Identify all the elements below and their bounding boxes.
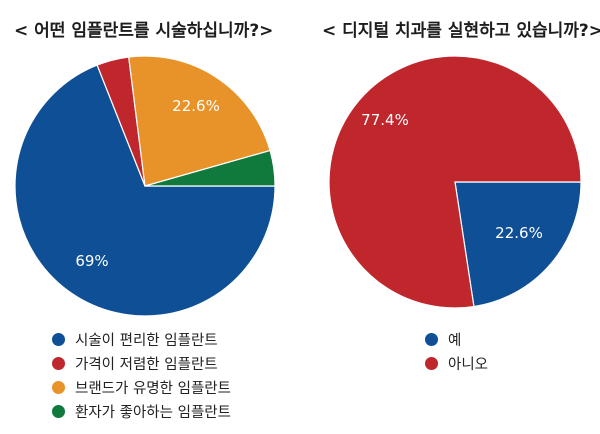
pie-slice-1-0 bbox=[454, 181, 582, 308]
legend-swatch-patient bbox=[52, 404, 65, 418]
pie-slice-1-1 bbox=[328, 55, 582, 309]
legend-label-patient: 환자가 좋아하는 임플란트 bbox=[75, 404, 231, 421]
slice-data-label-1-1: 77.4% bbox=[361, 111, 409, 129]
pie-implant-brand: 69% 22.6% bbox=[14, 55, 276, 317]
legend-item-convenient: 시술이 편리한 임플란트 bbox=[52, 327, 231, 351]
legend-item-brand: 브랜드가 유명한 임플란트 bbox=[52, 375, 231, 399]
chart-title-implant: < 어떤 임플란트를 시술하십니까?> bbox=[14, 21, 274, 41]
pie-slice-0-3 bbox=[144, 149, 276, 187]
slice-data-label-1-0: 22.6% bbox=[495, 224, 543, 242]
legend-implant: 시술이 편리한 임플란트 가격이 저렴한 임플란트 브랜드가 유명한 임플란트 … bbox=[52, 327, 231, 423]
legend-label-no: 아니오 bbox=[448, 356, 489, 373]
legend-swatch-no bbox=[425, 356, 438, 370]
legend-digital: 예 아니오 bbox=[425, 327, 488, 375]
legend-label-yes: 예 bbox=[448, 332, 462, 349]
legend-swatch-cheap bbox=[52, 356, 65, 370]
legend-label-convenient: 시술이 편리한 임플란트 bbox=[75, 332, 218, 349]
pie-slice-0-2 bbox=[128, 55, 271, 187]
legend-item-cheap: 가격이 저렴한 임플란트 bbox=[52, 351, 231, 375]
legend-label-brand: 브랜드가 유명한 임플란트 bbox=[75, 380, 231, 397]
chart-title-digital: < 디지털 치과를 실현하고 있습니까?> bbox=[322, 21, 600, 41]
pie-slice-0-0 bbox=[14, 64, 276, 317]
legend-item-patient: 환자가 좋아하는 임플란트 bbox=[52, 399, 231, 423]
legend-label-cheap: 가격이 저렴한 임플란트 bbox=[75, 356, 218, 373]
legend-swatch-yes bbox=[425, 332, 438, 346]
legend-item-yes: 예 bbox=[425, 327, 488, 351]
legend-swatch-brand bbox=[52, 380, 65, 394]
legend-swatch-convenient bbox=[52, 332, 65, 346]
legend-item-no: 아니오 bbox=[425, 351, 488, 375]
slice-data-label-0-0: 69% bbox=[75, 252, 108, 270]
pie-digital-dentistry: 22.6% 77.4% bbox=[328, 55, 582, 309]
slice-data-label-0-2: 22.6% bbox=[172, 97, 220, 115]
